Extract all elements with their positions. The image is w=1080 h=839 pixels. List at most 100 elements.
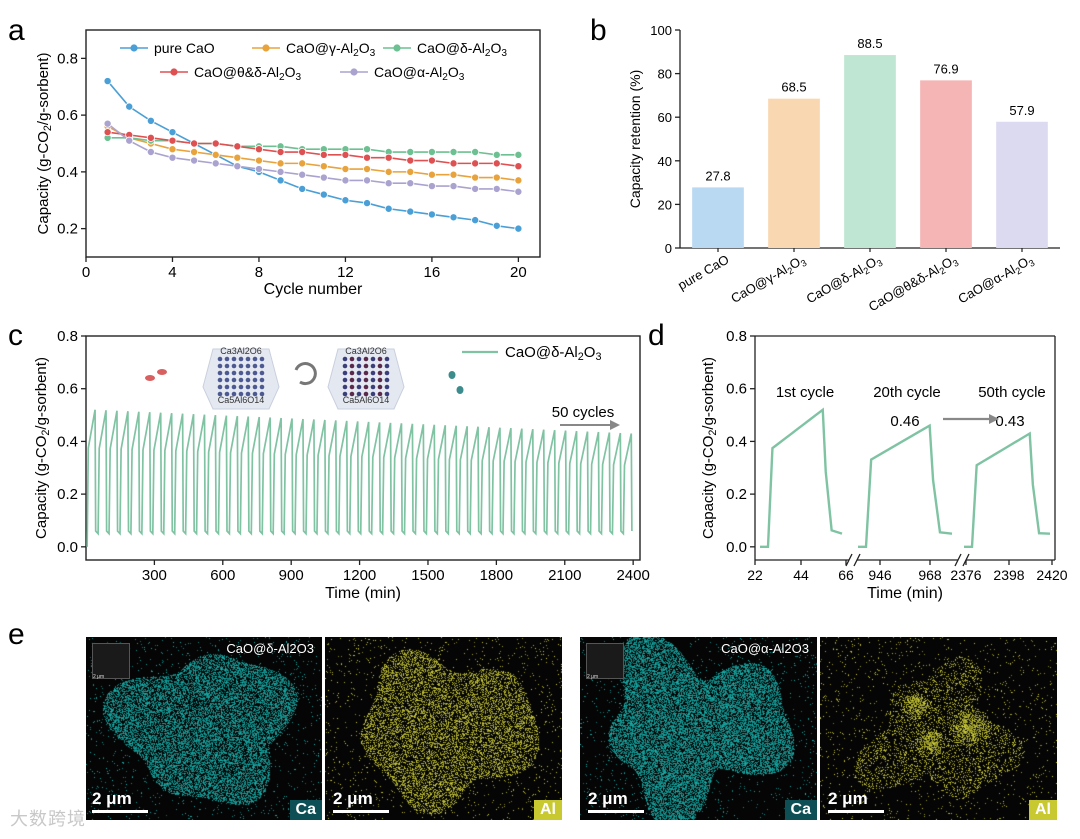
crystal-atom [377, 363, 383, 369]
co2-molecule-icon [448, 371, 456, 379]
cycle-label: 50th cycle [978, 384, 1046, 401]
x-tick-label: 600 [210, 567, 235, 584]
data-point [384, 167, 393, 176]
crystal-atom [377, 391, 383, 397]
watermark-text: 大数跨境 [10, 809, 86, 830]
data-point [298, 170, 307, 179]
data-point [471, 173, 480, 182]
data-point [146, 116, 155, 125]
x-tick-label: 2420 [1036, 567, 1067, 583]
crystal-atom [217, 370, 223, 376]
crystal-atom [238, 377, 244, 383]
y-tick-label: 40 [658, 154, 672, 169]
y-tick-label: 0.0 [57, 539, 78, 556]
scale-text: 2 μm [333, 789, 373, 808]
bar [920, 80, 972, 248]
axis-break [845, 553, 853, 567]
y-tick-label: 0.2 [57, 221, 78, 238]
data-point [449, 159, 458, 168]
crystal-atom [217, 391, 223, 397]
y-axis-label: Capacity (g-CO2/g-sorbent) [700, 357, 719, 539]
data-point [427, 148, 436, 157]
y-tick-label: 100 [650, 23, 672, 38]
trend-arrowhead [989, 414, 999, 424]
series-line [760, 407, 843, 549]
data-point [298, 159, 307, 168]
x-axis-label: Time (min) [867, 585, 943, 602]
legend-marker [350, 68, 358, 76]
data-point [190, 139, 199, 148]
y-tick-label: 0.4 [726, 433, 747, 450]
legend-label: CaO@γ-Al2O3 [286, 40, 376, 59]
crystal-atom [370, 391, 376, 397]
crystal-atom [356, 370, 362, 376]
data-point [168, 128, 177, 137]
data-point [298, 184, 307, 193]
crystal-atom [370, 377, 376, 383]
y-tick-label: 0 [665, 241, 672, 256]
bar [844, 55, 896, 248]
crystal-atom [370, 384, 376, 390]
bar-value-label: 68.5 [781, 80, 806, 95]
crystal-atom [349, 370, 355, 376]
data-point [514, 176, 523, 185]
chart-b: 0 20 40 60 80 100 Capacity retention (%) 27.8 pu… [627, 23, 1060, 314]
data-point [492, 184, 501, 193]
y-tick-label: 0.2 [726, 486, 747, 503]
data-point [276, 167, 285, 176]
y-tick-label: 0.6 [57, 107, 78, 124]
data-point [276, 148, 285, 157]
data-point [384, 204, 393, 213]
x-axis-label: Cycle number [264, 281, 363, 298]
legend-label: CaO@δ-Al2O3 [417, 40, 507, 59]
data-point [449, 213, 458, 222]
crystal-atom [259, 356, 265, 362]
crystal-atom [259, 384, 265, 390]
crystal-atom [356, 384, 362, 390]
figure-canvas: a b c d e 0 4 8 12 16 20 0.2 0.4 0.6 0.8 Cycle num… [8, 14, 1068, 651]
scale-bar [828, 810, 884, 813]
data-point [471, 159, 480, 168]
schematic-label: Ca5Al6O14 [343, 395, 390, 405]
x-tick-label: 1200 [343, 567, 376, 584]
data-point [103, 119, 112, 128]
bar [768, 98, 820, 248]
panel-letter-c: c [8, 319, 23, 352]
sem-inset [92, 643, 130, 679]
crystal-atom [245, 384, 251, 390]
annotation-arrowhead [610, 420, 620, 430]
axis-break [954, 553, 962, 567]
data-point [427, 210, 436, 219]
bar [692, 187, 744, 248]
crystal-atom [231, 356, 237, 362]
crystal-atom [356, 356, 362, 362]
scale-text: 2 μm [92, 789, 132, 808]
crystal-atom [224, 363, 230, 369]
schematic-label: Ca3Al2O6 [220, 346, 262, 356]
x-tick-label: 1800 [480, 567, 513, 584]
annotation-label: 50 cycles [552, 404, 615, 421]
panel-letter-d: d [648, 319, 665, 352]
crystal-atom [370, 363, 376, 369]
data-point [233, 153, 242, 162]
crystal-atom [384, 391, 390, 397]
co2-molecule-icon [145, 375, 155, 381]
data-point [341, 196, 350, 205]
data-point [492, 159, 501, 168]
peak-value-label: 0.46 [890, 413, 919, 430]
legend-label: CaO@θ&δ-Al2O3 [194, 64, 302, 83]
y-tick-label: 0.8 [726, 328, 747, 345]
series-line [86, 409, 633, 547]
crystal-atom [259, 391, 265, 397]
crystal-atom [224, 377, 230, 383]
em-map-ca-alpha: 2 μm CaO@α-Al2O3 2 μm Ca [580, 637, 817, 820]
data-point [471, 216, 480, 225]
crystal-atom [238, 391, 244, 397]
crystal-atom [349, 384, 355, 390]
series-line [964, 431, 1051, 549]
data-point [471, 184, 480, 193]
crystal-atom [370, 356, 376, 362]
data-point [254, 165, 263, 174]
data-point [233, 162, 242, 171]
crystal-atom [356, 377, 362, 383]
